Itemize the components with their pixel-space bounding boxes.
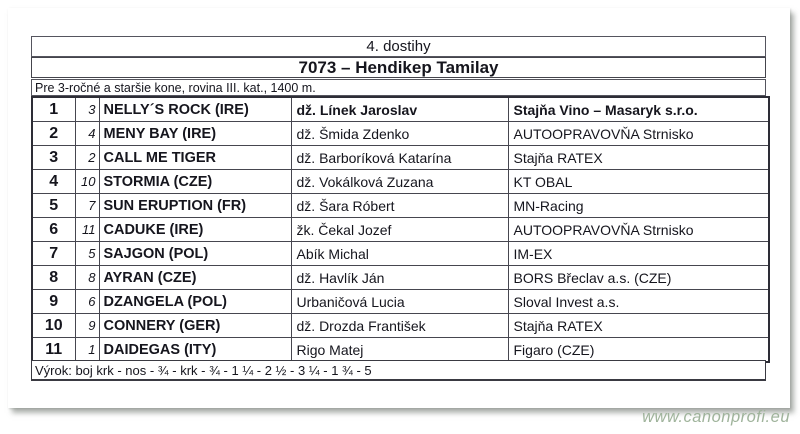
start-number-cell: 5 [74,241,100,266]
horse-name-cell: CADUKE (IRE) [98,217,292,242]
jockey-name-cell: dž. Drozda František [290,313,509,338]
finish-rank-cell: 7 [31,241,76,266]
start-number-cell: 6 [74,289,100,314]
finish-rank-cell: 11 [31,337,76,363]
horse-name-cell: DAIDEGAS (ITY) [98,337,292,363]
jockey-name-cell: Abík Michal [290,241,509,266]
horse-name-cell: SUN ERUPTION (FR) [98,193,292,218]
race-conditions-label: Pre 3-ročné a staršie kone, rovina III. … [35,80,316,95]
table-row: 9 6 DZANGELA (POL) Urbaničová Lucia Slov… [31,289,770,314]
table-row: 1 3 NELLY´S ROCK (IRE) dž. Línek Jarosla… [31,96,770,122]
race-title-heading: 7073 – Hendikep Tamilay [31,57,766,78]
start-number-cell: 1 [74,337,100,363]
verdict-label: Výrok: boj krk - nos - ¾ - krk - ¾ - 1 ¼… [35,362,372,378]
jockey-name-cell: dž. Barboríková Katarína [290,145,509,170]
owner-stable-cell: BORS Břeclav a.s. (CZE) [507,265,770,290]
jockey-name-cell: dž. Vokálková Zuzana [290,169,509,194]
document-sheet: 4. dostihy 7073 – Hendikep Tamilay Pre 3… [8,8,790,408]
horse-name-cell: NELLY´S ROCK (IRE) [98,96,292,122]
finish-rank-cell: 6 [31,217,76,242]
finish-rank-cell: 2 [31,121,76,146]
owner-stable-cell: AUTOOPRAVOVŇA Strnisko [507,217,770,242]
horse-name-cell: AYRAN (CZE) [98,265,292,290]
table-row: 7 5 SAJGON (POL) Abík Michal IM-EX [31,241,770,266]
race-number-label: 4. dostihy [366,38,431,55]
verdict-line: Výrok: boj krk - nos - ¾ - krk - ¾ - 1 ¼… [31,360,766,381]
horse-name-cell: CALL ME TIGER [98,145,292,170]
start-number-cell: 4 [74,121,100,146]
start-number-cell: 7 [74,193,100,218]
entries-table-body: 1 3 NELLY´S ROCK (IRE) dž. Línek Jarosla… [31,96,770,363]
entries-table: 1 3 NELLY´S ROCK (IRE) dž. Línek Jarosla… [31,96,770,363]
finish-rank-cell: 3 [31,145,76,170]
watermark-url: www.canonprofi.eu [642,408,790,426]
finish-rank-cell: 5 [31,193,76,218]
jockey-name-cell: Rigo Matej [290,337,509,363]
horse-name-cell: CONNERY (GER) [98,313,292,338]
table-row: 3 2 CALL ME TIGER dž. Barboríková Katarí… [31,145,770,170]
owner-stable-cell: Stajňa RATEX [507,313,770,338]
owner-stable-cell: MN-Racing [507,193,770,218]
race-title-label: 7073 – Hendikep Tamilay [298,57,499,77]
owner-stable-cell: AUTOOPRAVOVŇA Strnisko [507,121,770,146]
owner-stable-cell: Stajňa Vino – Masaryk s.r.o. [507,96,770,122]
jockey-name-cell: dž. Šmida Zdenko [290,121,509,146]
table-row: 2 4 MENY BAY (IRE) dž. Šmida Zdenko AUTO… [31,121,770,146]
finish-rank-cell: 8 [31,265,76,290]
table-row: 6 11 CADUKE (IRE) žk. Čekal Jozef AUTOOP… [31,217,770,242]
jockey-name-cell: Urbaničová Lucia [290,289,509,314]
owner-stable-cell: KT OBAL [507,169,770,194]
table-row: 11 1 DAIDEGAS (ITY) Rigo Matej Figaro (C… [31,337,770,363]
start-number-cell: 9 [74,313,100,338]
table-row: 10 9 CONNERY (GER) dž. Drozda František … [31,313,770,338]
horse-name-cell: MENY BAY (IRE) [98,121,292,146]
owner-stable-cell: IM-EX [507,241,770,266]
start-number-cell: 10 [74,169,100,194]
owner-stable-cell: Sloval Invest a.s. [507,289,770,314]
jockey-name-cell: žk. Čekal Jozef [290,217,509,242]
table-row: 8 8 AYRAN (CZE) dž. Havlík Ján BORS Břec… [31,265,770,290]
start-number-cell: 11 [74,217,100,242]
jockey-name-cell: dž. Havlík Ján [290,265,509,290]
race-number-heading: 4. dostihy [31,36,766,57]
horse-name-cell: SAJGON (POL) [98,241,292,266]
owner-stable-cell: Figaro (CZE) [507,337,770,363]
jockey-name-cell: dž. Šara Róbert [290,193,509,218]
table-row: 5 7 SUN ERUPTION (FR) dž. Šara Róbert MN… [31,193,770,218]
finish-rank-cell: 4 [31,169,76,194]
start-number-cell: 2 [74,145,100,170]
jockey-name-cell: dž. Línek Jaroslav [290,96,509,122]
owner-stable-cell: Stajňa RATEX [507,145,770,170]
start-number-cell: 8 [74,265,100,290]
finish-rank-cell: 10 [31,313,76,338]
race-conditions-line: Pre 3-ročné a staršie kone, rovina III. … [31,79,766,96]
finish-rank-cell: 9 [31,289,76,314]
finish-rank-cell: 1 [31,96,76,122]
horse-name-cell: DZANGELA (POL) [98,289,292,314]
horse-name-cell: STORMIA (CZE) [98,169,292,194]
start-number-cell: 3 [74,96,100,122]
table-row: 4 10 STORMIA (CZE) dž. Vokálková Zuzana … [31,169,770,194]
